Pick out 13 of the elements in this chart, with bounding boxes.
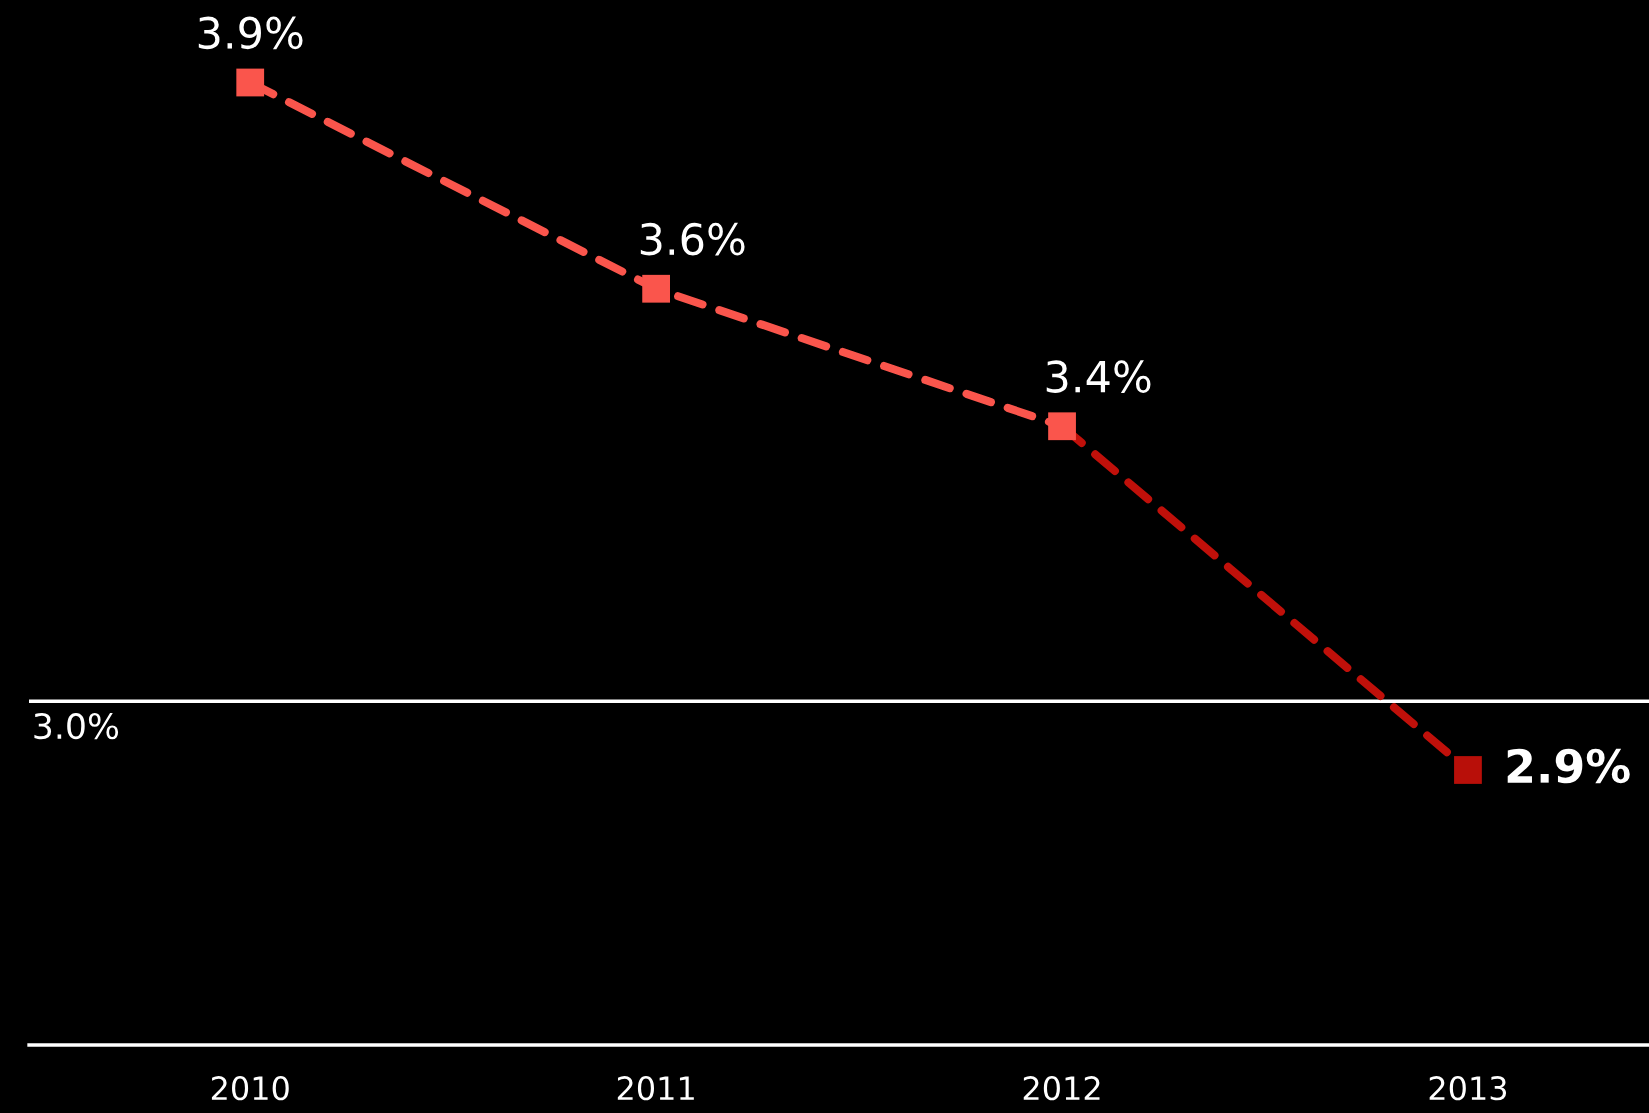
x-tick-label: 2013 — [1429, 1076, 1507, 1101]
data-label: 3.4% — [1046, 360, 1151, 393]
point — [1048, 412, 1076, 441]
point — [642, 274, 671, 303]
ref-line-label: 3.0% — [34, 712, 119, 740]
data-label: 2.9% — [1507, 748, 1630, 784]
data-label: 3.9% — [198, 16, 303, 50]
data-label: 3.6% — [640, 222, 745, 256]
point — [1454, 756, 1482, 784]
x-tick-label: 2012 — [1023, 1076, 1100, 1101]
x-tick-label: 2011 — [617, 1076, 694, 1101]
point — [236, 68, 265, 97]
x-tick-label: 2010 — [211, 1076, 289, 1101]
